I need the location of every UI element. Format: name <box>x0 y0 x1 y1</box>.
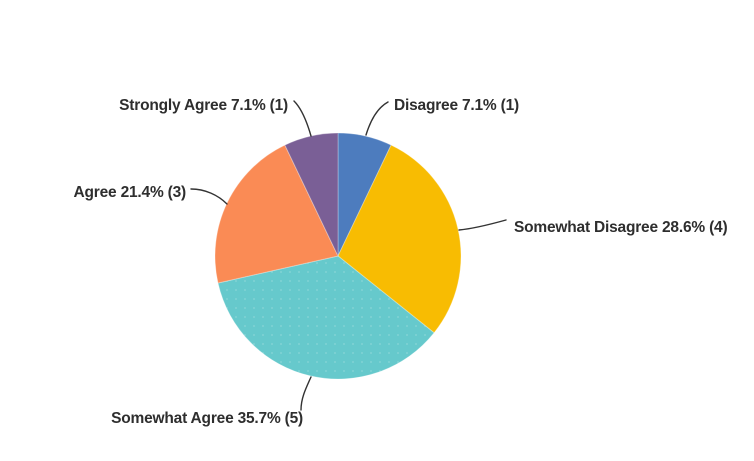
slice-label-strongly-agree: Strongly Agree 7.1% (1) <box>119 97 288 114</box>
slice-label-somewhat-disagree: Somewhat Disagree 28.6% (4) <box>514 219 727 236</box>
slice-label-disagree: Disagree 7.1% (1) <box>394 97 519 114</box>
pie-slice-disagree[interactable] <box>337 132 392 257</box>
leader-line-disagree <box>365 101 389 136</box>
leader-line-strongly-agree <box>293 100 312 137</box>
leader-line-somewhat-agree <box>300 376 312 411</box>
pie-slice-agree[interactable] <box>214 144 339 284</box>
slice-label-somewhat-agree: Somewhat Agree 35.7% (5) <box>111 410 303 427</box>
slice-label-agree: Agree 21.4% (3) <box>74 184 186 201</box>
leader-line-somewhat-disagree <box>458 219 507 231</box>
leader-line-agree <box>190 188 228 205</box>
